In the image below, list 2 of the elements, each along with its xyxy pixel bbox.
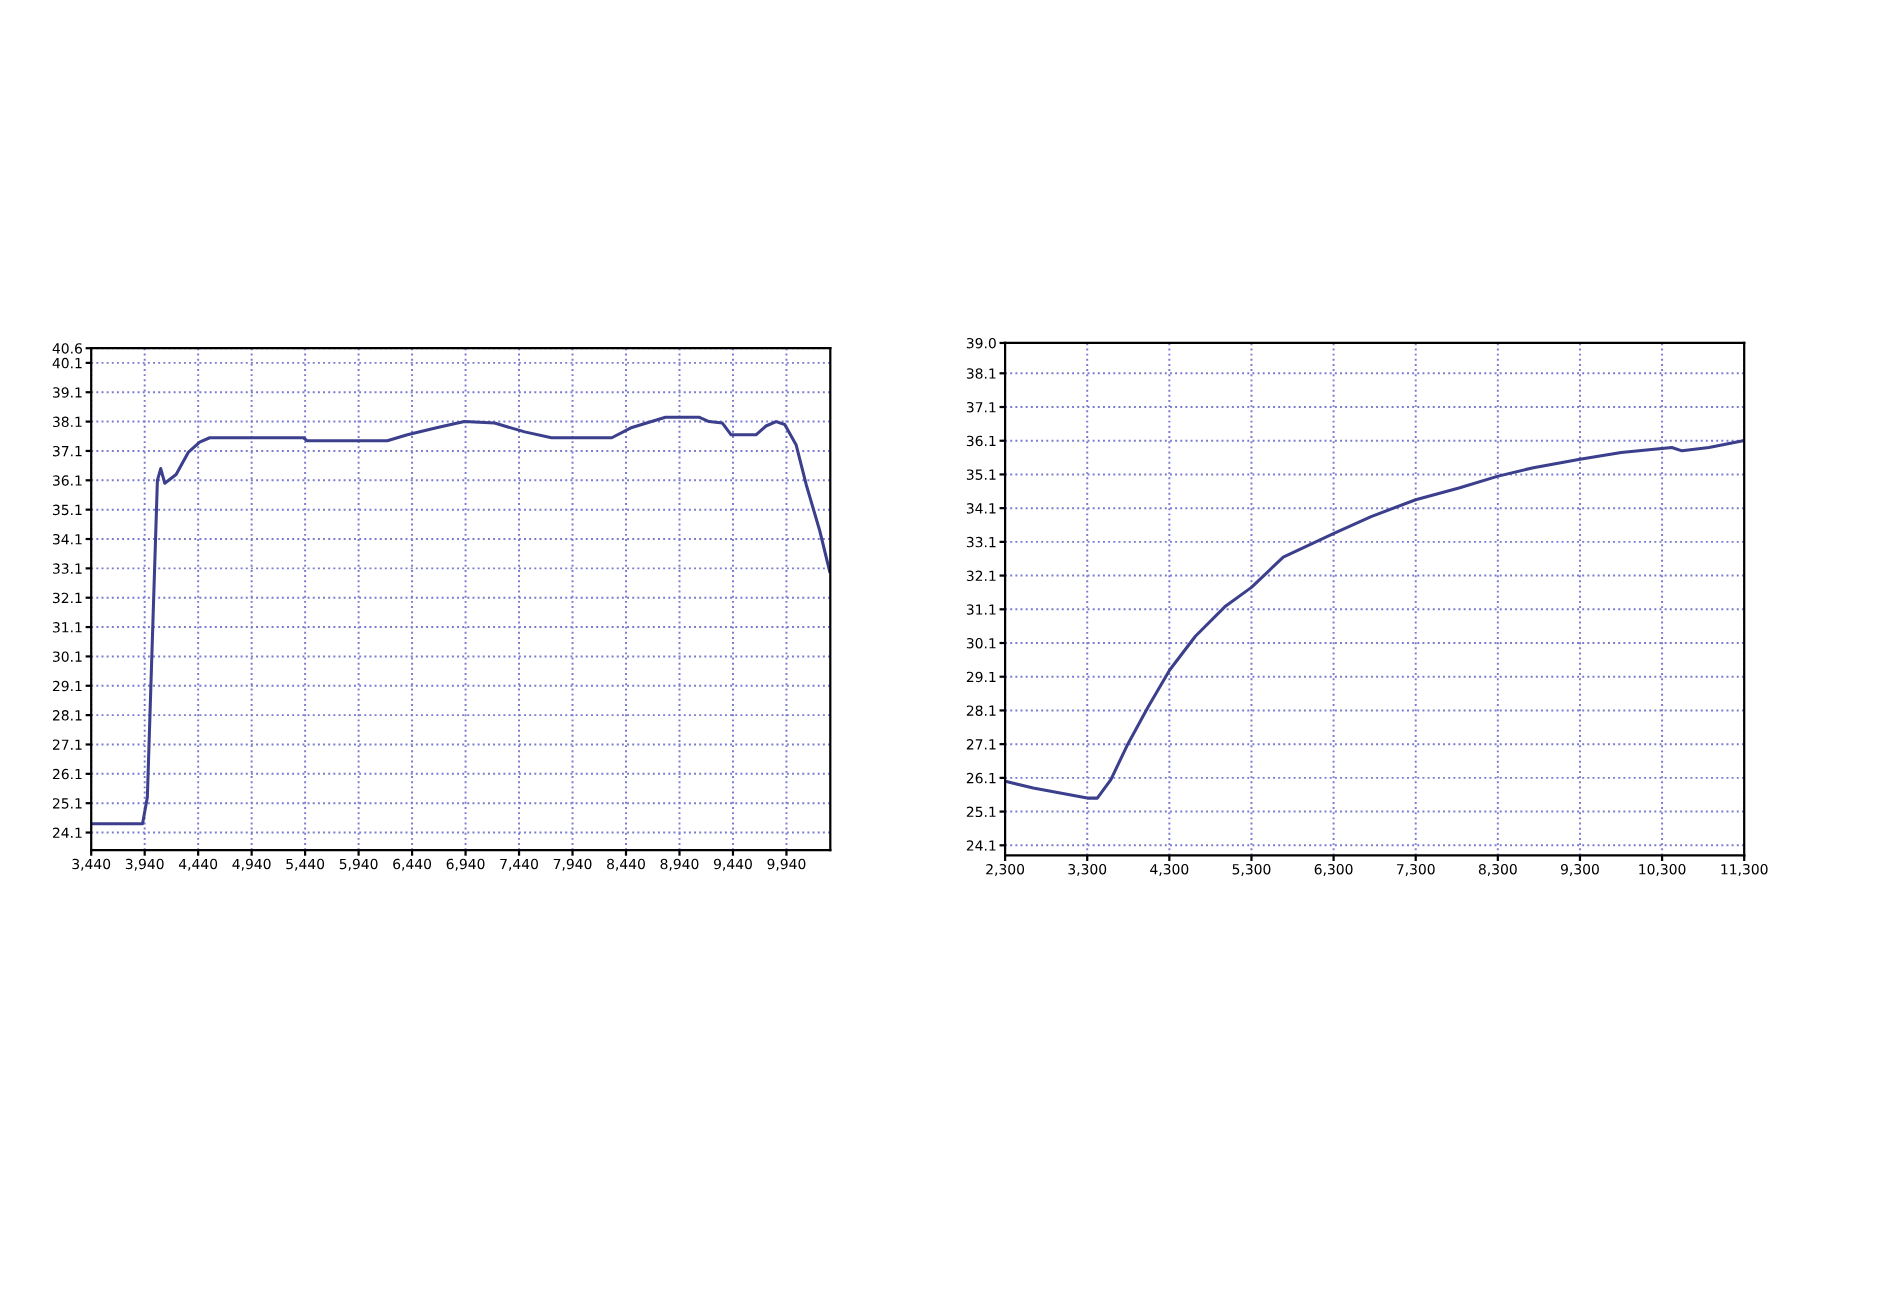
- line-series: [91, 415, 831, 826]
- line-series: [1005, 439, 1745, 800]
